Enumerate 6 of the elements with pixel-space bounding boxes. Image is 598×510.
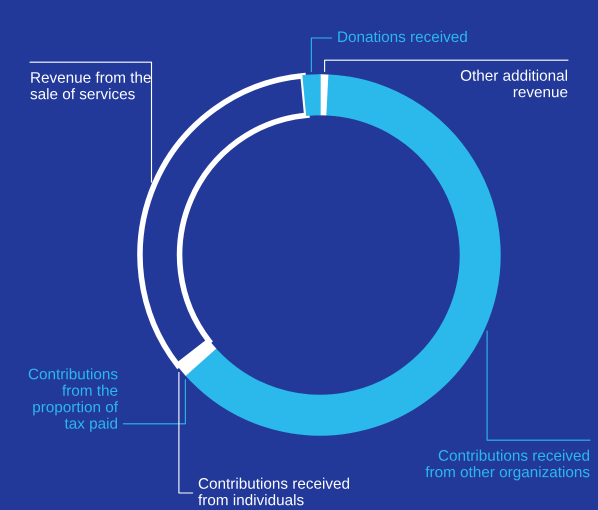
slice-label: Revenue from the sale of services <box>30 72 151 100</box>
slice-label: Donations received <box>338 30 467 42</box>
slice-label: Contributions received from individuals <box>198 478 350 506</box>
slice-label: Other additional revenue <box>460 70 568 98</box>
slice-label: Contributions received from other organizations <box>425 450 590 480</box>
slice-label: Contributions from the proportion of tax paid <box>28 368 118 432</box>
